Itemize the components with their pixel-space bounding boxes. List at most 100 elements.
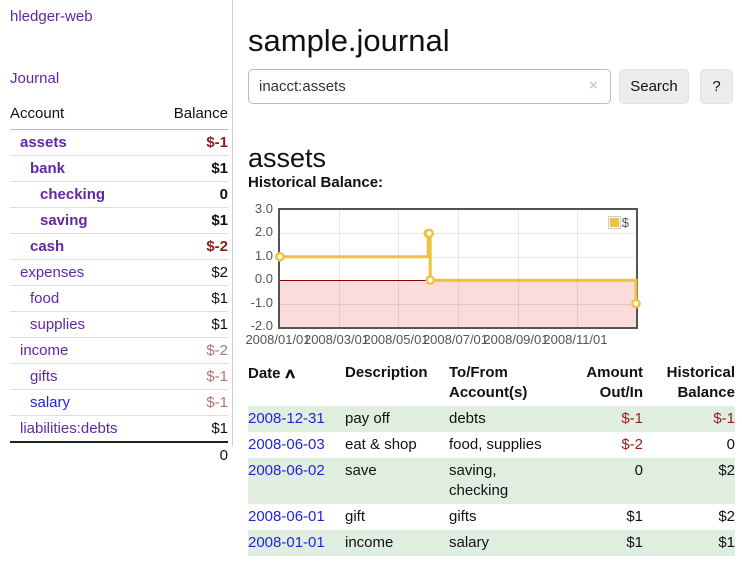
account-row: gifts $-1	[10, 363, 228, 390]
x-axis-tick: 2008/11/01	[543, 332, 608, 347]
y-axis-tick: 1.0	[254, 247, 273, 263]
account-row: bank $1	[10, 155, 228, 182]
account-balance: 0	[154, 181, 228, 208]
transaction-balance: 0	[726, 436, 735, 453]
account-balance: $-1	[154, 363, 228, 390]
y-axis-tick: 3.0	[254, 201, 273, 216]
x-axis-tick: 2008/03/01	[303, 332, 370, 347]
account-link[interactable]: checking	[40, 186, 106, 203]
sidebar-item-journal[interactable]: Journal	[10, 70, 60, 87]
gridline	[280, 256, 636, 258]
account-link[interactable]: salary	[30, 394, 71, 411]
transaction-balance: $2	[718, 508, 735, 525]
transaction-balance: $1	[718, 534, 735, 551]
y-axis-tick: 2.0	[254, 224, 273, 240]
main-content: sample.journal × Search ? assets Histori…	[245, 0, 742, 582]
legend-label: $	[621, 215, 629, 230]
transaction-description: gift	[345, 508, 366, 525]
account-balance: $1	[154, 311, 228, 338]
account-link[interactable]: assets	[20, 134, 67, 151]
transaction-date-link[interactable]: 2008-12-31	[248, 410, 325, 427]
account-balance: $-2	[154, 337, 228, 364]
transaction-accounts: saving, checking	[449, 462, 509, 499]
account-link[interactable]: cash	[30, 238, 65, 255]
transaction-date-link[interactable]: 2008-01-01	[248, 534, 325, 551]
account-link[interactable]: gifts	[30, 368, 58, 385]
transaction-amount: $1	[626, 534, 643, 551]
sort-ascending-icon: ∧	[282, 365, 297, 381]
gridline	[577, 210, 579, 327]
accounts-body: assets $-1 bank $1 checking 0 saving $1 cash $-2 e…	[10, 129, 228, 443]
account-link[interactable]: supplies	[30, 316, 86, 333]
chart-title: Historical Balance:	[248, 174, 384, 191]
transaction-date-link[interactable]: 2008-06-02	[248, 462, 325, 479]
transaction-row: 2008-12-31 pay off debts $-1 $-1	[248, 406, 735, 432]
transaction-accounts: food, supplies	[449, 436, 542, 453]
x-axis-tick: 2008/07/01	[422, 332, 489, 347]
transaction-description: pay off	[345, 410, 390, 427]
transaction-row: 2008-06-01 gift gifts $1 $2	[248, 504, 735, 530]
sidebar: hledger-web Journal Account Balance asse…	[0, 0, 233, 468]
account-link[interactable]: income	[20, 342, 69, 359]
account-balance: $-1	[154, 129, 228, 156]
transaction-row: 2008-01-01 income salary $1 $1	[248, 530, 735, 556]
x-axis-tick: 2008/09/01	[483, 332, 549, 347]
register-col-description: Description	[345, 364, 428, 381]
search-input[interactable]	[248, 69, 611, 104]
account-row: checking 0	[10, 181, 228, 208]
account-link[interactable]: liabilities:debts	[20, 420, 118, 437]
account-balance: $2	[154, 259, 228, 286]
y-axis-tick: -1.0	[250, 294, 273, 310]
accounts-col-account: Account	[10, 100, 155, 130]
gridline	[517, 210, 519, 327]
account-link[interactable]: saving	[40, 212, 88, 229]
account-row: income $-2	[10, 337, 228, 364]
app-brand-link[interactable]: hledger-web	[10, 8, 93, 25]
transaction-balance: $-1	[713, 410, 735, 427]
search-form: × Search ?	[248, 69, 742, 104]
account-balance: $-2	[154, 233, 228, 260]
historical-balance-chart: $ 3.0 2.0 1.0 0.0 -1.0 -2.0 2008/01/01 2008/03/…	[245, 200, 742, 350]
register-table: Date ∧ Description To/From Account(s) Amo…	[248, 360, 735, 556]
account-balance: $-1	[154, 389, 228, 416]
chart-plot: $	[275, 208, 641, 329]
transaction-date-link[interactable]: 2008-06-01	[248, 508, 325, 525]
accounts-col-balance: Balance	[154, 100, 228, 130]
gridline	[280, 233, 636, 235]
register-body: 2008-12-31 pay off debts $-1 $-1 2008-06-03 ea…	[248, 406, 735, 556]
transaction-date-link[interactable]: 2008-06-03	[248, 436, 325, 453]
account-row: assets $-1	[10, 129, 228, 156]
account-row: saving $1	[10, 207, 228, 234]
gridline	[280, 303, 636, 305]
transaction-amount: $-1	[621, 410, 643, 427]
x-axis-tick: 2008/01/01	[245, 332, 311, 347]
accounts-header-row: Account Balance	[10, 100, 228, 130]
search-button[interactable]: Search	[619, 69, 689, 104]
register-col-balance: Historical Balance	[666, 364, 735, 401]
transaction-amount: $1	[626, 508, 643, 525]
negative-region	[280, 280, 636, 327]
account-heading: assets	[248, 143, 327, 174]
legend-swatch-icon	[607, 216, 621, 229]
account-link[interactable]: bank	[30, 160, 66, 177]
register-col-accounts: To/From Account(s)	[449, 364, 528, 401]
transaction-row: 2008-06-03 eat & shop food, supplies $-2 0	[248, 432, 735, 458]
account-link[interactable]: food	[30, 290, 60, 307]
transaction-row: 2008-06-02 save saving, checking 0 $2	[248, 458, 735, 504]
account-row: expenses $2	[10, 259, 228, 286]
gridline	[338, 210, 340, 327]
account-row: liabilities:debts $1	[10, 415, 228, 443]
accounts-table: Account Balance assets $-1 bank $1 checking 0…	[10, 100, 228, 468]
transaction-description: eat & shop	[345, 436, 417, 453]
accounts-total-balance: 0	[154, 441, 228, 468]
transaction-description: income	[345, 534, 394, 551]
accounts-total-row: 0	[10, 441, 228, 468]
account-link[interactable]: expenses	[20, 264, 85, 281]
x-axis-tick: 2008/05/01	[363, 332, 429, 347]
help-button[interactable]: ?	[700, 69, 733, 104]
register-col-date[interactable]: Date ∧	[248, 365, 297, 382]
y-axis-tick: -2.0	[250, 318, 273, 333]
account-balance: $1	[154, 155, 228, 182]
clear-search-icon[interactable]: ×	[589, 77, 598, 94]
account-row: salary $-1	[10, 389, 228, 416]
